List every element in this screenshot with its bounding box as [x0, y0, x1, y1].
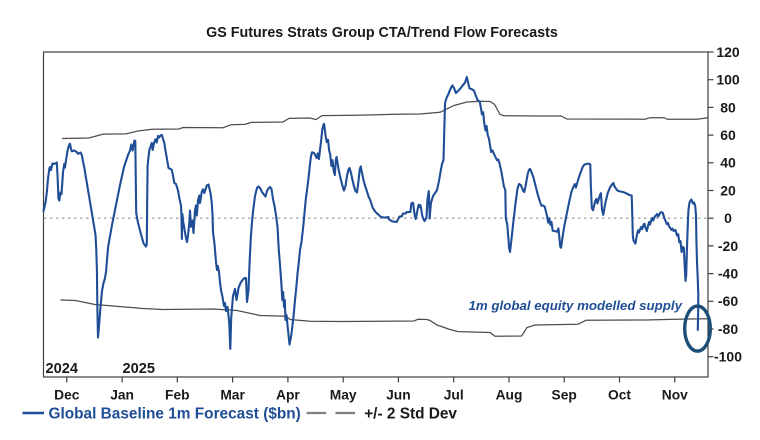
svg-text:-80: -80	[718, 321, 738, 337]
svg-text:GS Futures Strats Group CTA/Tr: GS Futures Strats Group CTA/Trend Flow F…	[206, 25, 558, 41]
svg-text:Dec: Dec	[54, 388, 80, 403]
svg-text:Mar: Mar	[220, 388, 245, 403]
svg-text:20: 20	[720, 182, 736, 198]
svg-text:Feb: Feb	[165, 388, 190, 403]
svg-text:2025: 2025	[123, 361, 155, 377]
svg-text:Aug: Aug	[496, 388, 523, 403]
svg-text:Oct: Oct	[608, 388, 631, 403]
svg-text:Jul: Jul	[444, 388, 464, 403]
svg-text:Jan: Jan	[110, 388, 134, 403]
svg-text:60: 60	[720, 127, 736, 143]
svg-text:Nov: Nov	[662, 388, 688, 403]
svg-text:80: 80	[720, 99, 736, 115]
svg-text:Global Baseline 1m Forecast ($: Global Baseline 1m Forecast ($bn)	[49, 406, 301, 423]
svg-text:100: 100	[716, 72, 740, 88]
svg-text:May: May	[330, 388, 357, 403]
svg-text:-60: -60	[718, 293, 738, 309]
svg-text:-40: -40	[718, 266, 738, 282]
svg-text:+/- 2 Std Dev: +/- 2 Std Dev	[364, 406, 457, 423]
svg-text:-20: -20	[718, 238, 738, 254]
svg-text:120: 120	[716, 44, 740, 60]
svg-text:1m global equity modelled supp: 1m global equity modelled supply	[468, 298, 682, 313]
svg-text:-100: -100	[714, 349, 742, 365]
svg-text:0: 0	[724, 210, 732, 226]
svg-text:2024: 2024	[46, 361, 79, 377]
svg-text:Sep: Sep	[552, 388, 577, 403]
svg-text:40: 40	[720, 155, 736, 171]
svg-text:Jun: Jun	[386, 388, 411, 403]
svg-text:Apr: Apr	[276, 388, 300, 403]
